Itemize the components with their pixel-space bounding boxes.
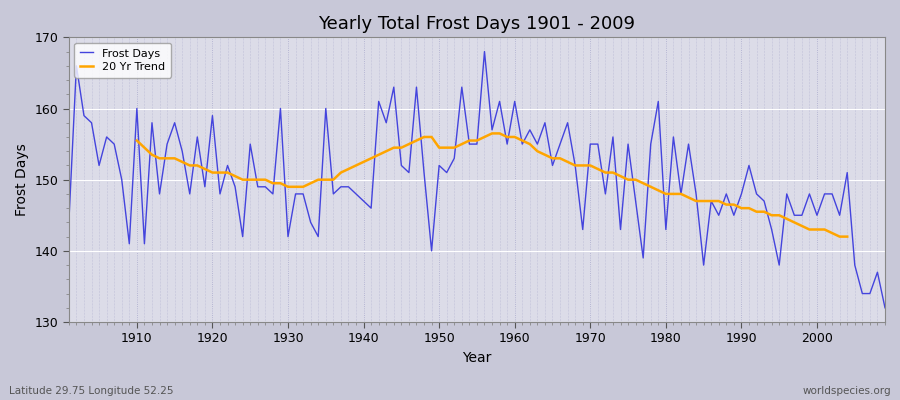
Text: Latitude 29.75 Longitude 52.25: Latitude 29.75 Longitude 52.25 <box>9 386 174 396</box>
20 Yr Trend <box>661 192 671 196</box>
Frost Days <box>608 134 618 139</box>
Frost Days <box>290 192 301 196</box>
Frost Days <box>63 220 74 225</box>
20 Yr Trend <box>834 234 845 239</box>
20 Yr Trend <box>668 192 679 196</box>
Frost Days <box>336 184 346 189</box>
20 Yr Trend <box>131 138 142 143</box>
20 Yr Trend <box>842 234 852 239</box>
Text: worldspecies.org: worldspecies.org <box>803 386 891 396</box>
20 Yr Trend <box>623 177 634 182</box>
20 Yr Trend <box>162 156 173 161</box>
Line: Frost Days: Frost Days <box>68 52 885 308</box>
20 Yr Trend <box>260 177 271 182</box>
Frost Days <box>879 305 890 310</box>
Frost Days <box>517 142 527 146</box>
Line: 20 Yr Trend: 20 Yr Trend <box>137 134 847 237</box>
Frost Days <box>479 49 490 54</box>
20 Yr Trend <box>638 181 649 186</box>
20 Yr Trend <box>487 131 498 136</box>
Frost Days <box>124 241 135 246</box>
X-axis label: Year: Year <box>463 351 491 365</box>
Y-axis label: Frost Days: Frost Days <box>15 143 29 216</box>
Frost Days <box>509 99 520 104</box>
Legend: Frost Days, 20 Yr Trend: Frost Days, 20 Yr Trend <box>75 43 171 78</box>
Title: Yearly Total Frost Days 1901 - 2009: Yearly Total Frost Days 1901 - 2009 <box>319 15 635 33</box>
